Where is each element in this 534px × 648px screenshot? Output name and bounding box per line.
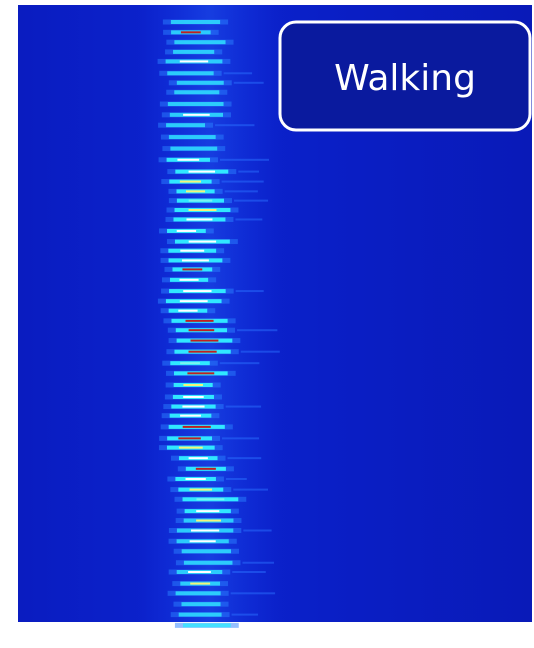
stripe xyxy=(196,468,216,470)
stripe xyxy=(169,135,216,139)
stripe xyxy=(222,437,259,439)
stripe xyxy=(187,372,214,374)
stripe xyxy=(171,20,220,24)
stripe xyxy=(241,351,280,353)
stripe xyxy=(226,478,247,480)
stripe xyxy=(180,415,201,417)
stripe xyxy=(168,102,224,106)
stripe xyxy=(180,362,200,364)
stripe xyxy=(224,72,252,74)
stripe xyxy=(196,510,219,512)
spectrogram-image: Walking xyxy=(0,0,534,648)
stripe xyxy=(228,457,262,459)
stripe xyxy=(189,351,217,353)
stripe xyxy=(232,614,258,616)
stripe xyxy=(181,31,201,33)
stripe xyxy=(233,489,268,491)
stripe xyxy=(183,396,204,398)
stripe xyxy=(231,592,275,594)
stripe xyxy=(182,259,209,261)
stripe xyxy=(225,190,258,192)
stripe xyxy=(174,90,219,94)
stripe xyxy=(226,406,261,408)
stripe xyxy=(186,320,214,322)
stripe xyxy=(189,457,208,459)
stripe xyxy=(234,200,268,202)
stripe xyxy=(232,571,265,573)
stripe xyxy=(188,571,211,573)
stripe xyxy=(186,190,205,192)
stripe xyxy=(234,82,264,84)
stripe xyxy=(196,520,221,522)
stripe xyxy=(222,181,264,183)
stripe xyxy=(186,478,206,480)
activity-label: Walking xyxy=(334,58,476,99)
stripe xyxy=(182,549,231,553)
stripe xyxy=(174,40,225,44)
stripe xyxy=(181,602,220,606)
stripe xyxy=(182,268,202,270)
stripe xyxy=(196,498,224,500)
stripe xyxy=(176,591,221,595)
stripe xyxy=(166,123,205,127)
stripe xyxy=(179,447,203,449)
stripe xyxy=(238,171,259,173)
stripe xyxy=(188,209,216,211)
stripe xyxy=(242,562,274,564)
stripe xyxy=(191,340,219,342)
stripe xyxy=(189,241,216,243)
stripe xyxy=(220,362,260,364)
stripe xyxy=(235,218,262,220)
stripe xyxy=(183,623,231,627)
stripe xyxy=(180,250,204,252)
stripe xyxy=(173,50,214,54)
stripe xyxy=(191,529,219,531)
stripe xyxy=(243,529,271,531)
stripe xyxy=(183,426,211,428)
stripe xyxy=(178,437,200,439)
stripe xyxy=(183,114,210,116)
stripe xyxy=(180,181,201,183)
stripe xyxy=(167,71,213,75)
stripe xyxy=(236,290,264,292)
stripe xyxy=(189,200,213,202)
stripe xyxy=(220,159,269,161)
stripe xyxy=(189,171,215,173)
stripe xyxy=(190,540,216,542)
stripe xyxy=(179,613,222,617)
stripe xyxy=(180,279,199,281)
stripe xyxy=(183,384,203,386)
stripe xyxy=(184,561,233,565)
stripe xyxy=(186,218,212,220)
stripe xyxy=(177,159,199,161)
stripe xyxy=(183,290,211,292)
stripe xyxy=(190,489,212,491)
stripe xyxy=(237,329,277,331)
stripe xyxy=(177,230,196,232)
stripe xyxy=(178,310,197,312)
stripe xyxy=(170,147,217,151)
stripe xyxy=(215,124,254,126)
stripe xyxy=(180,60,208,62)
stripe xyxy=(182,406,204,408)
stripe xyxy=(189,329,215,331)
stripe xyxy=(180,300,208,302)
stripe xyxy=(177,81,224,85)
stripe xyxy=(190,583,210,585)
